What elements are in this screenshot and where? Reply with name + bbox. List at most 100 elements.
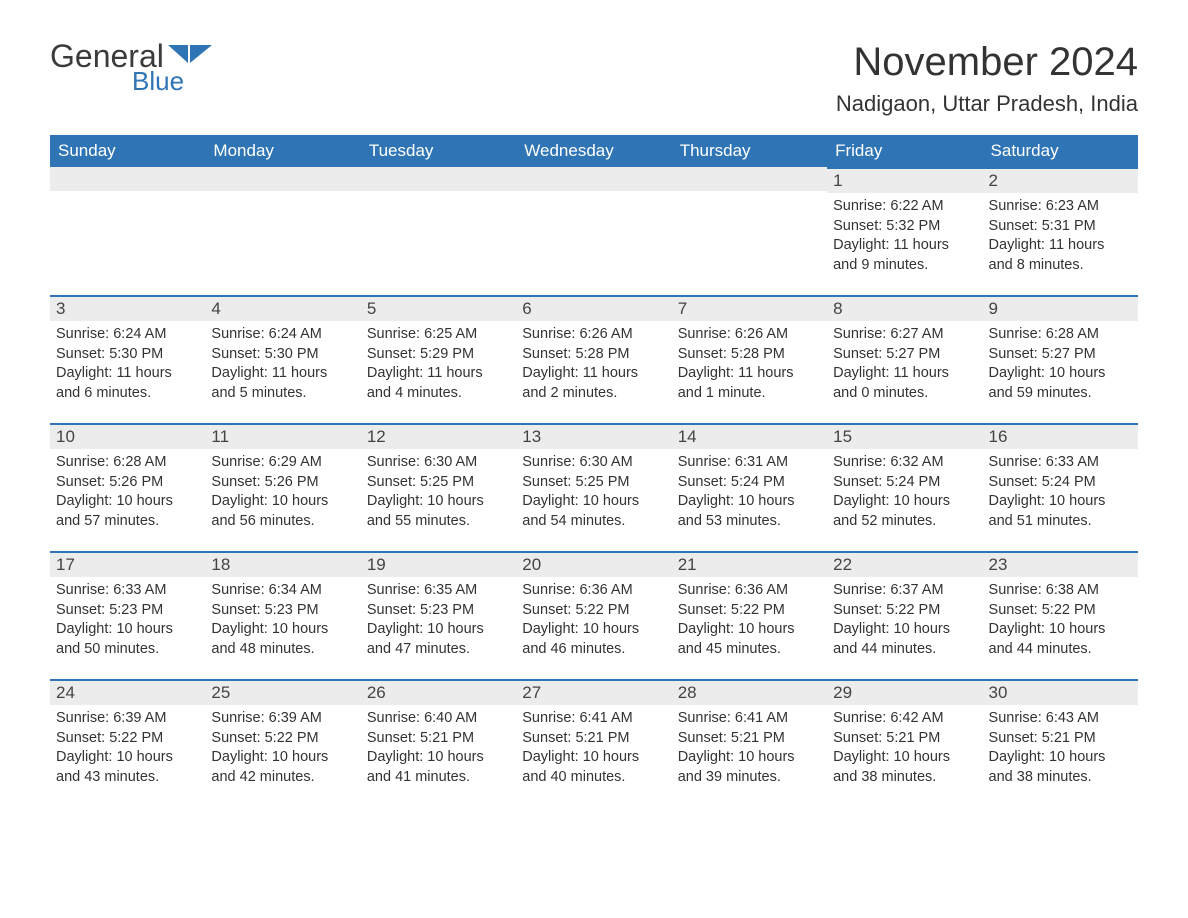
- day-number: 23: [983, 553, 1138, 577]
- calendar-cell: 30Sunrise: 6:43 AMSunset: 5:21 PMDayligh…: [983, 679, 1138, 807]
- calendar-table: SundayMondayTuesdayWednesdayThursdayFrid…: [50, 135, 1138, 807]
- day-info: Sunrise: 6:27 AMSunset: 5:27 PMDaylight:…: [827, 321, 982, 403]
- month-title: November 2024: [836, 40, 1138, 85]
- calendar-cell: 16Sunrise: 6:33 AMSunset: 5:24 PMDayligh…: [983, 423, 1138, 551]
- day-info: Sunrise: 6:28 AMSunset: 5:26 PMDaylight:…: [50, 449, 205, 531]
- calendar-cell: 17Sunrise: 6:33 AMSunset: 5:23 PMDayligh…: [50, 551, 205, 679]
- day-number: 6: [516, 297, 671, 321]
- calendar-cell: 14Sunrise: 6:31 AMSunset: 5:24 PMDayligh…: [672, 423, 827, 551]
- day-number: 30: [983, 681, 1138, 705]
- weekday-header: Saturday: [983, 135, 1138, 167]
- day-info: Sunrise: 6:33 AMSunset: 5:24 PMDaylight:…: [983, 449, 1138, 531]
- day-info: Sunrise: 6:32 AMSunset: 5:24 PMDaylight:…: [827, 449, 982, 531]
- calendar-cell: 8Sunrise: 6:27 AMSunset: 5:27 PMDaylight…: [827, 295, 982, 423]
- weekday-header: Thursday: [672, 135, 827, 167]
- calendar-cell: 1Sunrise: 6:22 AMSunset: 5:32 PMDaylight…: [827, 167, 982, 295]
- day-info: Sunrise: 6:33 AMSunset: 5:23 PMDaylight:…: [50, 577, 205, 659]
- location: Nadigaon, Uttar Pradesh, India: [836, 91, 1138, 117]
- logo: General Blue: [50, 40, 212, 94]
- day-info: Sunrise: 6:39 AMSunset: 5:22 PMDaylight:…: [50, 705, 205, 787]
- calendar-cell: [516, 167, 671, 295]
- calendar-cell: 23Sunrise: 6:38 AMSunset: 5:22 PMDayligh…: [983, 551, 1138, 679]
- day-number: 28: [672, 681, 827, 705]
- calendar-cell: 29Sunrise: 6:42 AMSunset: 5:21 PMDayligh…: [827, 679, 982, 807]
- day-info: Sunrise: 6:23 AMSunset: 5:31 PMDaylight:…: [983, 193, 1138, 275]
- title-block: November 2024 Nadigaon, Uttar Pradesh, I…: [836, 40, 1138, 117]
- day-info: Sunrise: 6:41 AMSunset: 5:21 PMDaylight:…: [672, 705, 827, 787]
- day-number: 17: [50, 553, 205, 577]
- day-info: Sunrise: 6:43 AMSunset: 5:21 PMDaylight:…: [983, 705, 1138, 787]
- day-number: 9: [983, 297, 1138, 321]
- calendar-cell: 27Sunrise: 6:41 AMSunset: 5:21 PMDayligh…: [516, 679, 671, 807]
- calendar-row: 24Sunrise: 6:39 AMSunset: 5:22 PMDayligh…: [50, 679, 1138, 807]
- calendar-cell: [50, 167, 205, 295]
- calendar-cell: 26Sunrise: 6:40 AMSunset: 5:21 PMDayligh…: [361, 679, 516, 807]
- calendar-cell: 20Sunrise: 6:36 AMSunset: 5:22 PMDayligh…: [516, 551, 671, 679]
- day-info: Sunrise: 6:22 AMSunset: 5:32 PMDaylight:…: [827, 193, 982, 275]
- day-info: Sunrise: 6:24 AMSunset: 5:30 PMDaylight:…: [50, 321, 205, 403]
- calendar-cell: 22Sunrise: 6:37 AMSunset: 5:22 PMDayligh…: [827, 551, 982, 679]
- calendar-row: 10Sunrise: 6:28 AMSunset: 5:26 PMDayligh…: [50, 423, 1138, 551]
- page-header: General Blue November 2024 Nadigaon, Utt…: [50, 40, 1138, 117]
- day-info: Sunrise: 6:30 AMSunset: 5:25 PMDaylight:…: [361, 449, 516, 531]
- day-info: Sunrise: 6:41 AMSunset: 5:21 PMDaylight:…: [516, 705, 671, 787]
- weekday-header: Friday: [827, 135, 982, 167]
- calendar-cell: 5Sunrise: 6:25 AMSunset: 5:29 PMDaylight…: [361, 295, 516, 423]
- day-info: Sunrise: 6:37 AMSunset: 5:22 PMDaylight:…: [827, 577, 982, 659]
- day-info: Sunrise: 6:24 AMSunset: 5:30 PMDaylight:…: [205, 321, 360, 403]
- day-info: Sunrise: 6:42 AMSunset: 5:21 PMDaylight:…: [827, 705, 982, 787]
- day-number: 4: [205, 297, 360, 321]
- day-number: 24: [50, 681, 205, 705]
- day-number: 15: [827, 425, 982, 449]
- calendar-row: 1Sunrise: 6:22 AMSunset: 5:32 PMDaylight…: [50, 167, 1138, 295]
- calendar-cell: 10Sunrise: 6:28 AMSunset: 5:26 PMDayligh…: [50, 423, 205, 551]
- calendar-cell: [205, 167, 360, 295]
- day-info: Sunrise: 6:38 AMSunset: 5:22 PMDaylight:…: [983, 577, 1138, 659]
- day-number: 10: [50, 425, 205, 449]
- day-info: Sunrise: 6:30 AMSunset: 5:25 PMDaylight:…: [516, 449, 671, 531]
- calendar-cell: 11Sunrise: 6:29 AMSunset: 5:26 PMDayligh…: [205, 423, 360, 551]
- day-info: Sunrise: 6:25 AMSunset: 5:29 PMDaylight:…: [361, 321, 516, 403]
- day-info: Sunrise: 6:34 AMSunset: 5:23 PMDaylight:…: [205, 577, 360, 659]
- day-info: Sunrise: 6:29 AMSunset: 5:26 PMDaylight:…: [205, 449, 360, 531]
- day-info: Sunrise: 6:36 AMSunset: 5:22 PMDaylight:…: [516, 577, 671, 659]
- day-info: Sunrise: 6:26 AMSunset: 5:28 PMDaylight:…: [672, 321, 827, 403]
- calendar-cell: 13Sunrise: 6:30 AMSunset: 5:25 PMDayligh…: [516, 423, 671, 551]
- day-number: 29: [827, 681, 982, 705]
- day-number: 20: [516, 553, 671, 577]
- day-number: 3: [50, 297, 205, 321]
- calendar-cell: [672, 167, 827, 295]
- logo-word2: Blue: [132, 68, 212, 94]
- day-number: 14: [672, 425, 827, 449]
- day-number: 26: [361, 681, 516, 705]
- calendar-cell: 18Sunrise: 6:34 AMSunset: 5:23 PMDayligh…: [205, 551, 360, 679]
- day-number: 1: [827, 169, 982, 193]
- day-number: 25: [205, 681, 360, 705]
- day-info: Sunrise: 6:31 AMSunset: 5:24 PMDaylight:…: [672, 449, 827, 531]
- day-info: Sunrise: 6:26 AMSunset: 5:28 PMDaylight:…: [516, 321, 671, 403]
- calendar-head: SundayMondayTuesdayWednesdayThursdayFrid…: [50, 135, 1138, 167]
- calendar-cell: 21Sunrise: 6:36 AMSunset: 5:22 PMDayligh…: [672, 551, 827, 679]
- day-info: Sunrise: 6:39 AMSunset: 5:22 PMDaylight:…: [205, 705, 360, 787]
- calendar-row: 3Sunrise: 6:24 AMSunset: 5:30 PMDaylight…: [50, 295, 1138, 423]
- day-number: 27: [516, 681, 671, 705]
- calendar-cell: 3Sunrise: 6:24 AMSunset: 5:30 PMDaylight…: [50, 295, 205, 423]
- calendar-cell: 2Sunrise: 6:23 AMSunset: 5:31 PMDaylight…: [983, 167, 1138, 295]
- day-number: 12: [361, 425, 516, 449]
- calendar-cell: 9Sunrise: 6:28 AMSunset: 5:27 PMDaylight…: [983, 295, 1138, 423]
- calendar-cell: [361, 167, 516, 295]
- day-info: Sunrise: 6:40 AMSunset: 5:21 PMDaylight:…: [361, 705, 516, 787]
- day-number: 11: [205, 425, 360, 449]
- day-number: 13: [516, 425, 671, 449]
- day-number: 21: [672, 553, 827, 577]
- day-number: 19: [361, 553, 516, 577]
- day-number: 2: [983, 169, 1138, 193]
- day-number: 16: [983, 425, 1138, 449]
- calendar-cell: 12Sunrise: 6:30 AMSunset: 5:25 PMDayligh…: [361, 423, 516, 551]
- weekday-header: Sunday: [50, 135, 205, 167]
- day-info: Sunrise: 6:28 AMSunset: 5:27 PMDaylight:…: [983, 321, 1138, 403]
- calendar-cell: 28Sunrise: 6:41 AMSunset: 5:21 PMDayligh…: [672, 679, 827, 807]
- calendar-cell: 19Sunrise: 6:35 AMSunset: 5:23 PMDayligh…: [361, 551, 516, 679]
- day-number: 8: [827, 297, 982, 321]
- day-number: 18: [205, 553, 360, 577]
